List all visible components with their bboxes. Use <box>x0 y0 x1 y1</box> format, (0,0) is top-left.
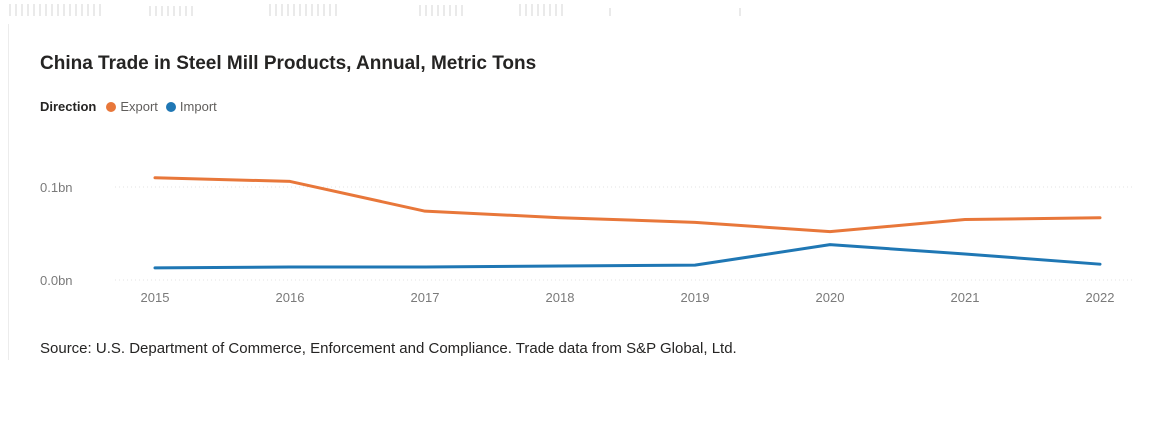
y-tick-label: 0.0bn <box>40 273 73 288</box>
legend-label-export: Export <box>120 99 158 114</box>
x-tick-label: 2017 <box>411 290 440 305</box>
top-strip-artifact <box>9 4 741 16</box>
legend-item-export[interactable]: Export <box>106 99 158 114</box>
x-tick-label: 2016 <box>276 290 305 305</box>
legend-title: Direction <box>40 99 97 114</box>
legend-marker-export <box>106 101 117 112</box>
chart-title: China Trade in Steel Mill Products, Annu… <box>40 53 537 74</box>
y-tick-label: 0.1bn <box>40 180 73 195</box>
chart-area: 0.0bn 0.1bn 2015 2016 2017 2018 2019 2020 2021 20… <box>0 150 1172 320</box>
left-divider <box>8 24 9 360</box>
line-chart: 0.0bn 0.1bn 2015 2016 2017 2018 2019 2020 2021 20… <box>40 176 1135 305</box>
x-tick-label: 2022 <box>1086 290 1115 305</box>
x-tick-label: 2018 <box>546 290 575 305</box>
series-line-import <box>153 243 1102 270</box>
x-tick-label: 2021 <box>951 290 980 305</box>
top-strip <box>0 0 1172 20</box>
legend-item-import[interactable]: Import <box>165 99 217 114</box>
legend-marker-import <box>165 101 176 112</box>
x-tick-label: 2020 <box>816 290 845 305</box>
x-tick-label: 2019 <box>681 290 710 305</box>
series-line-export <box>153 176 1102 234</box>
x-tick-label: 2015 <box>141 290 170 305</box>
legend-label-import: Import <box>179 99 217 114</box>
legend: Direction Export Import <box>40 99 225 114</box>
source-note: Source: U.S. Department of Commerce, Enf… <box>40 340 737 357</box>
